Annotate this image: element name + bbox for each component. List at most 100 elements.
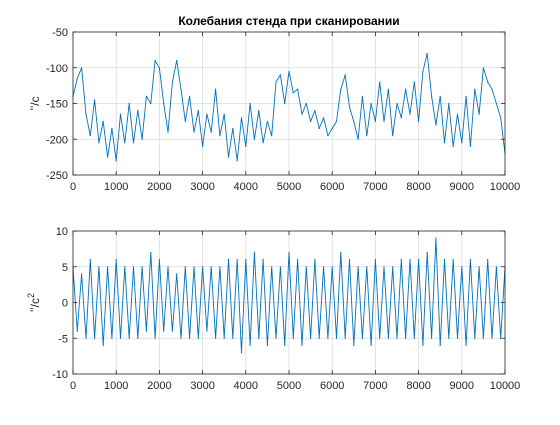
data-point — [400, 117, 402, 119]
y-tick-label: -10 — [52, 369, 68, 381]
data-point — [137, 110, 139, 112]
data-point — [145, 330, 147, 332]
data-point — [154, 337, 156, 339]
x-tick-label: 3000 — [190, 181, 214, 193]
x-tick-label: 1000 — [104, 380, 128, 392]
data-point — [348, 259, 351, 261]
data-point — [443, 259, 446, 261]
data-point — [94, 99, 96, 101]
data-point — [284, 344, 286, 346]
data-point — [379, 81, 381, 83]
data-point — [366, 135, 368, 137]
data-point — [240, 117, 243, 119]
data-point — [184, 120, 186, 122]
data-point — [111, 127, 113, 130]
data-point — [206, 330, 208, 332]
data-point — [128, 337, 130, 339]
x-tick-label: 0 — [70, 181, 76, 193]
data-point — [245, 259, 247, 261]
data-point — [150, 251, 152, 253]
data-point — [193, 266, 195, 268]
data-point — [76, 330, 78, 332]
data-point — [418, 120, 420, 122]
data-point — [189, 95, 191, 97]
data-point — [227, 259, 230, 261]
data-point — [448, 337, 450, 339]
data-point — [297, 259, 299, 261]
chart-title: Колебания стенда при сканировании — [178, 14, 399, 28]
data-point — [305, 102, 307, 105]
data-point — [284, 102, 286, 105]
data-point — [102, 344, 104, 346]
data-point — [223, 337, 225, 339]
x-tick-label: 4000 — [234, 380, 258, 392]
data-point — [98, 142, 100, 144]
data-point — [292, 337, 294, 339]
data-point — [232, 127, 234, 130]
data-point — [387, 337, 389, 339]
data-point — [487, 81, 489, 83]
data-point — [396, 102, 398, 105]
x-tick-label: 6000 — [320, 181, 344, 193]
x-tick-label: 2000 — [147, 181, 171, 193]
x-tick-label: 7000 — [363, 181, 387, 193]
x-tick-label: 2000 — [147, 380, 171, 392]
data-point — [439, 344, 441, 346]
data-point — [279, 266, 281, 268]
x-tick-label: 9000 — [450, 181, 474, 193]
data-point — [171, 330, 173, 332]
data-point — [202, 266, 204, 268]
data-point — [310, 337, 312, 339]
data-point — [340, 88, 342, 90]
data-point — [193, 131, 195, 133]
data-point — [232, 337, 234, 339]
data-point — [370, 102, 372, 105]
data-point — [163, 102, 165, 105]
data-point — [297, 88, 299, 90]
data-point — [422, 344, 424, 346]
x-tick-label: 4000 — [234, 181, 258, 193]
data-point — [111, 337, 113, 339]
data-point — [275, 81, 277, 83]
data-point — [158, 67, 160, 69]
data-point — [305, 266, 307, 268]
y-tick-label: -200 — [46, 134, 68, 146]
data-point — [474, 337, 476, 339]
data-point — [331, 127, 333, 130]
data-point — [439, 95, 441, 97]
x-tick-label: 7000 — [363, 380, 387, 392]
data-point — [474, 88, 476, 90]
data-point — [288, 251, 290, 253]
data-point — [478, 113, 480, 115]
data-point — [107, 266, 109, 268]
data-point — [374, 259, 376, 261]
data-point — [370, 344, 372, 346]
data-point — [266, 120, 268, 122]
data-point — [271, 266, 273, 268]
data-point — [227, 156, 230, 158]
data-point — [452, 145, 454, 147]
data-point — [81, 67, 83, 69]
data-point — [154, 60, 156, 62]
data-point — [318, 127, 320, 130]
data-point — [482, 337, 484, 339]
data-point — [253, 251, 255, 253]
y-tick-label: 0 — [62, 298, 68, 310]
data-point — [163, 330, 165, 332]
data-point — [335, 120, 338, 122]
data-point — [85, 113, 87, 115]
data-point — [353, 344, 355, 346]
data-point — [119, 113, 122, 115]
data-point — [323, 117, 325, 119]
data-point — [236, 160, 238, 162]
data-point — [456, 337, 459, 339]
data-point — [456, 113, 459, 115]
data-point — [392, 135, 394, 137]
data-point — [279, 74, 281, 76]
data-point — [431, 337, 433, 339]
data-point — [357, 266, 359, 268]
data-point — [266, 344, 268, 346]
data-point — [145, 95, 147, 97]
y-tick-label: 5 — [62, 262, 68, 274]
